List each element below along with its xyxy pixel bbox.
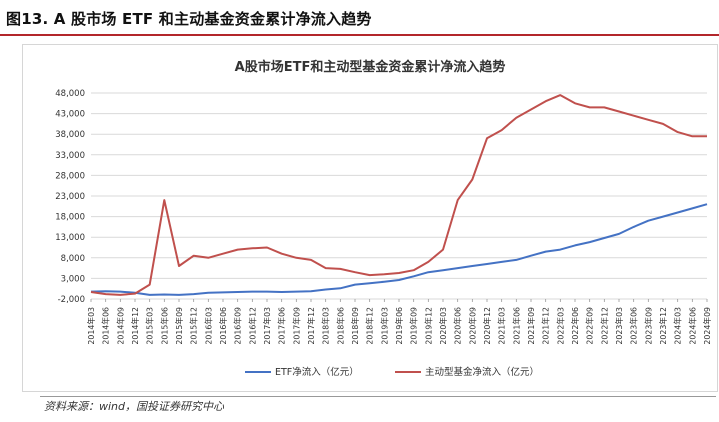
x-tick-label: 2015年03 (145, 307, 155, 345)
y-tick-label: 38,000 (55, 130, 85, 140)
x-axis-ticks: 2014年03 2014年06 2014年09 2014年12 2015年03 2015年… (86, 299, 712, 345)
series-line-etf (90, 203, 708, 296)
x-tick-label: 2024年06 (687, 307, 697, 345)
x-tick-label: 2020年03 (438, 307, 448, 345)
y-tick-label: 23,000 (55, 192, 85, 202)
x-tick-label: 2017年09 (291, 307, 301, 345)
footer-divider (40, 396, 716, 397)
gridlines (91, 92, 707, 300)
x-tick-label: 2023年12 (658, 307, 668, 345)
x-tick-label: 2018年03 (321, 307, 331, 345)
x-tick-label: 2024年09 (702, 307, 712, 345)
figure-title: 图13. A 股市场 ETF 和主动基金资金累计净流入趋势 (6, 10, 372, 28)
x-tick-label: 2020年12 (482, 307, 492, 345)
x-tick-label: 2022年12 (599, 307, 609, 345)
x-tick-label: 2015年12 (189, 307, 199, 345)
x-tick-label: 2016年03 (203, 307, 213, 345)
x-tick-label: 2022年06 (570, 307, 580, 345)
y-tick-label: 48,000 (55, 89, 85, 99)
x-tick-label: 2018年06 (335, 307, 345, 345)
x-tick-label: 2020年09 (467, 307, 477, 345)
series-line-active-fund (90, 94, 707, 296)
source-note: 资料来源：wind，国投证券研究中心 (44, 400, 225, 413)
legend: ETF净流入（亿元） 主动型基金净流入（亿元） (245, 366, 539, 378)
legend-label: 主动型基金净流入（亿元） (425, 366, 539, 378)
legend-label: ETF净流入（亿元） (275, 366, 359, 378)
x-tick-label: 2022年09 (585, 307, 595, 345)
x-tick-label: 2021年12 (541, 307, 551, 345)
chart-title: A股市场ETF和主动型基金资金累计净流入趋势 (235, 59, 506, 75)
x-tick-label: 2015年09 (174, 307, 184, 345)
x-tick-label: 2014年09 (115, 307, 125, 345)
x-tick-label: 2016年06 (218, 307, 228, 345)
x-tick-label: 2019年03 (379, 307, 389, 345)
x-tick-label: 2024年03 (673, 307, 683, 345)
x-tick-label: 2020年06 (453, 307, 463, 345)
x-tick-label: 2017年03 (262, 307, 272, 345)
y-tick-label: 8,000 (61, 254, 85, 264)
x-tick-label: 2021年03 (497, 307, 507, 345)
x-tick-label: 2015年06 (159, 307, 169, 345)
y-tick-label: 13,000 (55, 233, 85, 243)
x-tick-label: 2018年09 (350, 307, 360, 345)
x-tick-label: 2014年12 (130, 307, 140, 345)
x-tick-label: 2021年09 (526, 307, 536, 345)
y-tick-label: 28,000 (55, 171, 85, 181)
series-lines (90, 94, 708, 296)
chart-panel: A股市场ETF和主动型基金资金累计净流入趋势 -2,000 3,000 8,000 1… (22, 44, 718, 392)
x-tick-label: 2021年06 (511, 307, 521, 345)
x-tick-label: 2014年06 (101, 307, 111, 345)
x-tick-label: 2023年03 (614, 307, 624, 345)
x-tick-label: 2022年03 (555, 307, 565, 345)
x-tick-label: 2016年12 (247, 307, 257, 345)
x-tick-label: 2017年06 (277, 307, 287, 345)
title-divider (0, 34, 719, 36)
x-tick-label: 2019年09 (409, 307, 419, 345)
x-tick-label: 2019年12 (423, 307, 433, 345)
x-tick-label: 2018年12 (365, 307, 375, 345)
y-tick-label: 18,000 (55, 213, 85, 223)
y-tick-label: 43,000 (55, 110, 85, 120)
x-tick-label: 2014年03 (86, 307, 96, 345)
y-tick-label: -2,000 (58, 295, 85, 305)
x-tick-label: 2016年09 (233, 307, 243, 345)
x-tick-label: 2023年06 (629, 307, 639, 345)
line-chart: A股市场ETF和主动型基金资金累计净流入趋势 -2,000 3,000 8,000 1… (55, 59, 712, 378)
x-tick-label: 2017年12 (306, 307, 316, 345)
y-tick-label: 33,000 (55, 151, 85, 161)
x-tick-label: 2019年06 (394, 307, 404, 345)
y-axis-ticks: -2,000 3,000 8,000 13,000 18,000 23,000 28,000… (55, 89, 85, 305)
x-tick-label: 2023年09 (643, 307, 653, 345)
y-tick-label: 3,000 (61, 274, 85, 284)
